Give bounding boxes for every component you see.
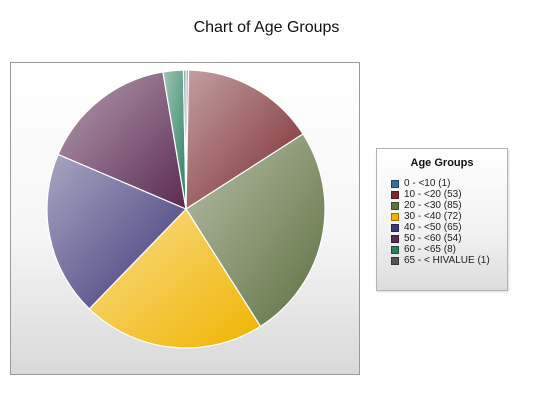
legend-swatch [391,256,399,265]
legend-item: 50 - <60 (54) [391,233,507,244]
legend-label: 30 - <40 (72) [404,211,462,222]
legend-item: 20 - <30 (85) [391,200,507,211]
legend-item: 30 - <40 (72) [391,211,507,222]
legend-swatch [391,201,399,210]
legend-item: 10 - <20 (53) [391,189,507,200]
legend-item: 60 - <65 (8) [391,244,507,255]
legend-label: 50 - <60 (54) [404,233,462,244]
pie-slice [88,208,262,349]
legend-label: 0 - <10 (1) [404,178,451,189]
pie-chart [46,69,326,349]
legend-swatch [391,190,399,199]
pie-slice [185,69,304,211]
legend-label: 65 - < HIVALUE (1) [404,255,490,266]
legend-swatch [391,223,399,232]
legend-swatch [391,245,399,254]
legend-item: 40 - <50 (65) [391,222,507,233]
legend-item: 0 - <10 (1) [391,178,507,189]
pie-slice [182,69,187,210]
legend-swatch [391,212,399,221]
legend-label: 40 - <50 (65) [404,222,462,233]
legend: Age Groups 0 - <10 (1) 10 - <20 (53) 20 - … [376,148,508,291]
pie-slice [46,153,188,310]
chart-title: Chart of Age Groups [193,19,340,36]
plot-area [10,62,360,375]
pie-slice [185,133,326,328]
legend-swatch [391,179,399,188]
legend-swatch [391,234,399,243]
legend-item: 65 - < HIVALUE (1) [391,255,507,266]
legend-title: Age Groups [410,157,474,169]
pie-slice [57,71,187,210]
legend-label: 60 - <65 (8) [404,244,456,255]
legend-label: 20 - <30 (85) [404,200,462,211]
legend-label: 10 - <20 (53) [404,189,462,200]
